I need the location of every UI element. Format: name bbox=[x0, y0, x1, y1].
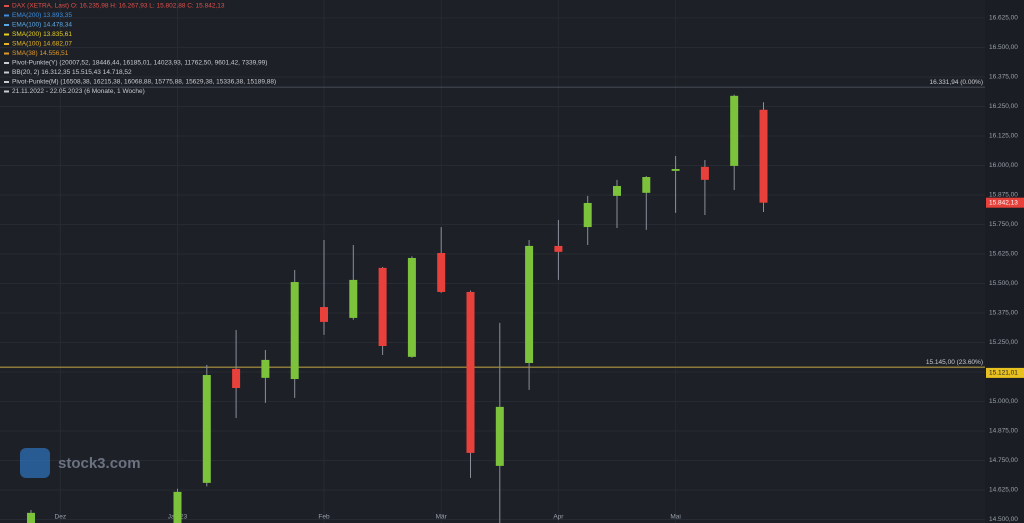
legend-swatch bbox=[4, 52, 9, 55]
legend-text: SMA(100) 14.682,07 bbox=[12, 41, 72, 48]
y-axis-panel bbox=[985, 0, 1024, 523]
legend-text: 21.11.2022 - 22.05.2023 (6 Monate, 1 Woc… bbox=[12, 88, 145, 95]
candle-body bbox=[173, 491, 182, 523]
legend-swatch bbox=[4, 90, 9, 93]
level-label: 16.331,94 (0.00%) bbox=[930, 79, 983, 86]
legend-text: EMA(200) 13.893,35 bbox=[12, 12, 72, 19]
legend-text: Pivot-Punkte(M) (16508,38, 16215,38, 160… bbox=[12, 79, 276, 86]
candle-body bbox=[466, 291, 475, 453]
legend-text: SMA(200) 13.835,61 bbox=[12, 31, 72, 38]
candle-body bbox=[290, 282, 299, 380]
y-tick-label: 15.625,00 bbox=[989, 251, 1018, 258]
legend-swatch bbox=[4, 62, 9, 64]
x-tick-label: Apr bbox=[553, 514, 564, 521]
watermark-logo bbox=[20, 448, 50, 478]
y-tick-label: 15.250,00 bbox=[989, 339, 1018, 346]
y-tick-label: 16.000,00 bbox=[989, 162, 1018, 169]
y-tick-label: 16.375,00 bbox=[989, 74, 1018, 81]
candle-body bbox=[27, 512, 35, 523]
legend-swatch bbox=[4, 5, 9, 7]
candle-body bbox=[700, 166, 709, 180]
candle-body bbox=[407, 257, 416, 357]
legend-text: Pivot-Punkte(Y) (20007,52, 18446,44, 161… bbox=[12, 60, 267, 67]
legend-text: DAX (XETRA, Last) O: 16.235,98 H: 16.267… bbox=[12, 3, 225, 10]
levels: 16.331,94 (0.00%) 15.145,00 (23.60%) 15.84… bbox=[0, 79, 1024, 378]
candle-body bbox=[320, 307, 328, 322]
legend-swatch bbox=[4, 71, 9, 74]
legend: DAX (XETRA, Last) O: 16.235,98 H: 16.267… bbox=[4, 3, 276, 95]
candles bbox=[27, 94, 768, 523]
candle-body bbox=[437, 253, 446, 292]
legend-swatch bbox=[4, 24, 9, 26]
candle-body bbox=[495, 406, 504, 466]
y-tick-label: 14.500,00 bbox=[989, 516, 1018, 523]
y-tick-label: 16.500,00 bbox=[989, 44, 1018, 51]
price-label: 15.842,13 bbox=[989, 199, 1018, 206]
legend-swatch bbox=[4, 81, 9, 83]
candle-body bbox=[232, 368, 241, 389]
x-tick-label: Mai bbox=[670, 514, 680, 521]
y-tick-label: 16.250,00 bbox=[989, 103, 1018, 110]
candle-body bbox=[613, 185, 621, 196]
legend-text: EMA(100) 14.478,34 bbox=[12, 22, 72, 29]
candle-body bbox=[671, 168, 680, 171]
watermark: stock3.com bbox=[58, 455, 141, 472]
candle-body bbox=[583, 202, 592, 228]
candle-body bbox=[202, 375, 211, 483]
candle-body bbox=[261, 359, 270, 378]
x-tick-label: Feb bbox=[318, 514, 330, 521]
candle-body bbox=[642, 177, 651, 193]
legend-swatch bbox=[4, 14, 9, 17]
legend-swatch bbox=[4, 43, 9, 45]
candle-body bbox=[759, 109, 768, 203]
y-tick-label: 16.625,00 bbox=[989, 15, 1018, 22]
price-label-box bbox=[986, 197, 1024, 208]
y-tick-label: 16.125,00 bbox=[989, 133, 1018, 140]
price-label-box bbox=[986, 367, 1024, 378]
y-tick-label: 15.000,00 bbox=[989, 398, 1018, 405]
y-tick-label: 14.875,00 bbox=[989, 428, 1018, 435]
y-tick-label: 14.625,00 bbox=[989, 487, 1018, 494]
level-label: 15.145,00 (23.60%) bbox=[926, 359, 983, 366]
price-label: 15.121,01 bbox=[989, 370, 1018, 377]
legend-text: BB(20, 2) 16.312,35 15.515,43 14.718,52 bbox=[12, 69, 132, 76]
x-tick-label: Mär bbox=[436, 514, 448, 521]
candle-body bbox=[378, 267, 387, 346]
candle-body bbox=[349, 279, 358, 318]
y-tick-label: 15.500,00 bbox=[989, 280, 1018, 287]
candle-body bbox=[730, 95, 739, 166]
y-tick-label: 14.750,00 bbox=[989, 457, 1018, 464]
legend-text: SMA(38) 14.556,51 bbox=[12, 50, 69, 57]
legend-swatch bbox=[4, 33, 9, 36]
candle-body bbox=[525, 245, 534, 363]
y-tick-label: 15.875,00 bbox=[989, 192, 1018, 199]
y-tick-label: 15.375,00 bbox=[989, 310, 1018, 317]
x-tick-label: Dez bbox=[55, 514, 67, 521]
candle-body bbox=[554, 245, 563, 252]
y-tick-label: 15.750,00 bbox=[989, 221, 1018, 228]
